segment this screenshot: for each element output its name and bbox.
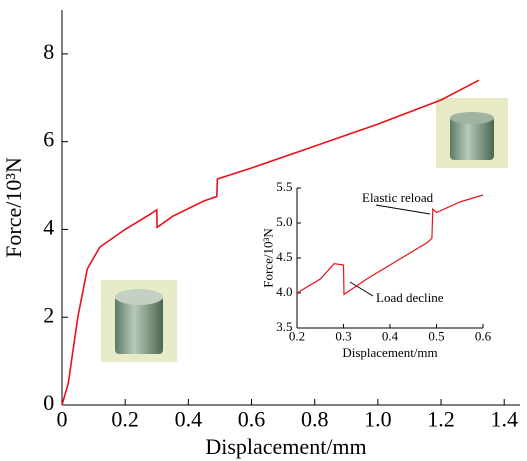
x-tick-label: 0 [57, 407, 68, 432]
x-tick-label: 0.5 [428, 329, 444, 344]
x-tick-label: 0.8 [301, 407, 329, 432]
y-tick-label: 4.5 [276, 249, 292, 264]
y-axis-label: Force/10³N [1, 157, 26, 258]
y-tick-label: 8 [43, 39, 54, 64]
photo-bottom [101, 280, 177, 362]
x-tick-label: 0.2 [289, 329, 305, 344]
y-tick-label: 3.5 [276, 319, 292, 334]
x-tick-label: 0.2 [111, 407, 139, 432]
y-axis-label: Force/10³N [261, 228, 276, 288]
data-line [296, 194, 484, 296]
y-tick-label: 6 [43, 127, 54, 152]
x-tick-label: 1.4 [490, 407, 518, 432]
x-axis-label: Displacement/mm [342, 345, 437, 360]
y-tick-label: 5.5 [276, 179, 292, 194]
x-tick-label: 0.3 [335, 329, 351, 344]
x-tick-label: 1.2 [427, 407, 455, 432]
y-tick-label: 2 [43, 302, 54, 327]
x-tick-label: 0.6 [475, 329, 492, 344]
annotation: Elastic reload [362, 190, 434, 205]
x-tick-label: 0.6 [238, 407, 266, 432]
inset-background [262, 180, 490, 378]
x-axis-label: Displacement/mm [205, 434, 366, 459]
x-tick-label: 0.4 [175, 407, 203, 432]
y-tick-label: 4 [43, 214, 54, 239]
y-tick-label: 0 [43, 390, 54, 415]
annotation-arrow [349, 281, 374, 297]
x-tick-label: 1.0 [364, 407, 392, 432]
x-tick-label: 0.4 [382, 329, 399, 344]
y-tick-label: 4.0 [276, 284, 292, 299]
photo-top [436, 98, 508, 168]
annotation-arrow [375, 204, 431, 215]
annotation: Load decline [376, 290, 444, 305]
y-tick-label: 5.0 [276, 214, 292, 229]
data-line [61, 79, 480, 406]
